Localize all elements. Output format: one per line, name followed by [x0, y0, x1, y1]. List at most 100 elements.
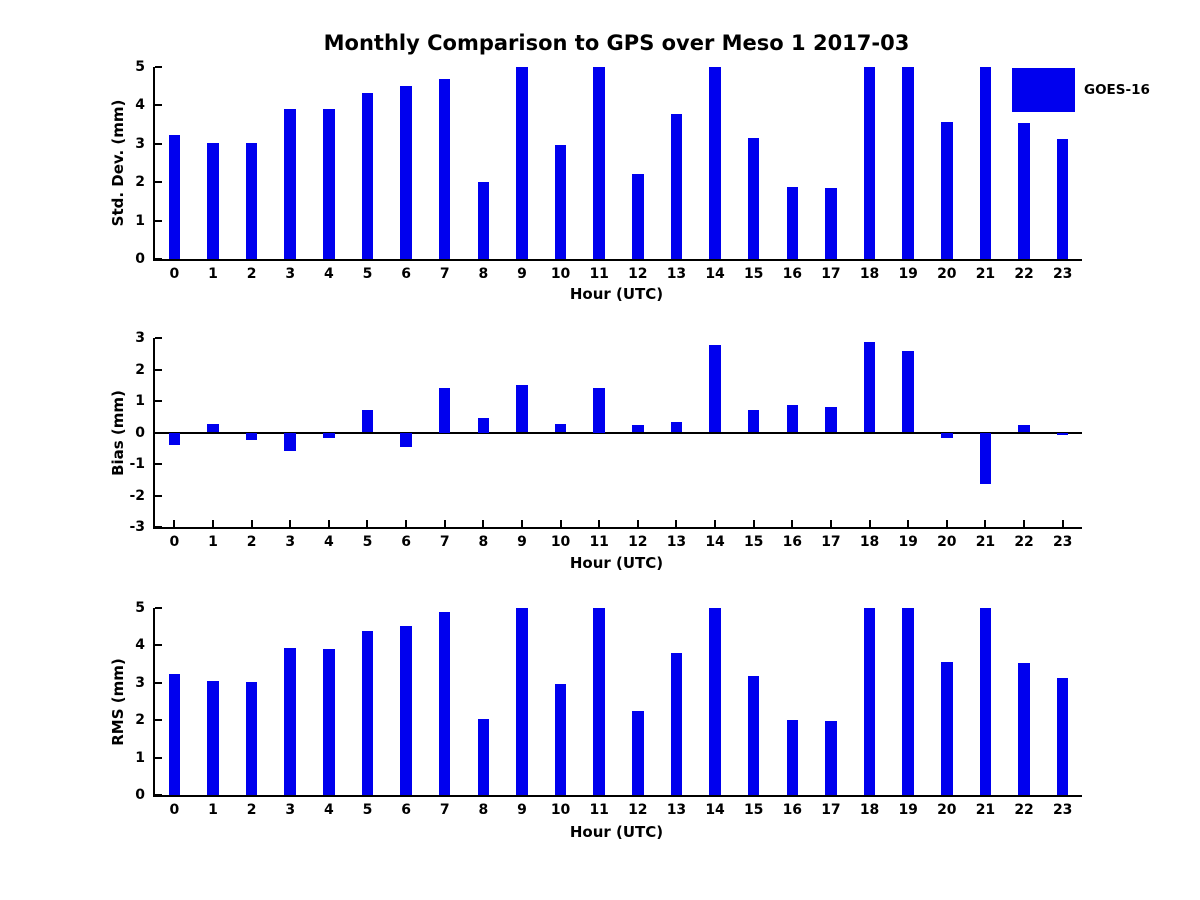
x-tick-mark [559, 520, 562, 527]
std-dev-bar-hour-10 [554, 145, 567, 259]
x-tick-label: 5 [362, 266, 373, 282]
y-tick-mark [155, 181, 162, 184]
x-tick-label: 18 [859, 266, 880, 282]
x-tick-label: 2 [246, 266, 257, 282]
rms-bar-hour-10 [554, 684, 567, 795]
rms-bar-hour-17 [825, 720, 837, 795]
y-axis-label-std-dev: Std. Dev. (mm) [109, 99, 127, 227]
std-dev-bar-hour-20 [941, 121, 953, 259]
x-tick-label: 14 [705, 802, 725, 818]
x-axis-label-std-dev: Hour (UTC) [569, 285, 664, 303]
y-tick-mark [155, 142, 162, 145]
bias-bar-hour-14 [709, 344, 721, 433]
bias-bar-hour-2 [245, 432, 258, 441]
x-tick-label: 10 [550, 534, 571, 550]
rms-bar-hour-12 [632, 711, 644, 795]
y-tick-mark [155, 219, 162, 222]
std-dev-bar-hour-8 [477, 182, 490, 259]
x-tick-label: 20 [937, 802, 957, 818]
plot-area-std-dev: 0 1 2 3 4 5 0 1 2 3 4 5 6 7 8 9 10 11 12 13 14 15 16 17 18 19 20 21… [135, 59, 1082, 282]
y-tick-mark [155, 494, 162, 497]
y-tick-mark [155, 644, 162, 647]
x-tick-label: 7 [439, 802, 450, 818]
x-tick-label: 14 [705, 534, 725, 550]
x-tick-mark [520, 520, 523, 527]
x-tick-label: 0 [169, 266, 180, 282]
y-tick-label: 0 [135, 424, 145, 441]
bias-bar-hour-17 [825, 407, 837, 433]
x-tick-label: 14 [705, 266, 725, 282]
y-tick-label: 1 [135, 393, 145, 409]
std-dev-bar-hour-0 [168, 135, 181, 259]
std-dev-bar-hour-11 [593, 67, 605, 259]
x-tick-label: 15 [743, 802, 764, 818]
x-tick-label: 3 [285, 266, 296, 282]
bias-bar-hour-20 [941, 432, 953, 439]
rms-bar-hour-21 [979, 608, 992, 795]
y-tick-mark [155, 681, 162, 684]
x-tick-label: 23 [1052, 266, 1073, 282]
bias-bar-hour-22 [1018, 424, 1030, 433]
x-tick-label: 21 [975, 266, 996, 282]
bias-bar-hour-8 [477, 418, 490, 433]
rms-bar-hour-0 [168, 674, 181, 795]
rms-bar-hour-7 [438, 611, 451, 795]
std-dev-bar-hour-23 [1056, 138, 1069, 259]
x-tick-label: 10 [550, 802, 571, 818]
x-tick-label: 3 [285, 802, 296, 818]
y-tick-label: 5 [135, 600, 145, 616]
x-tick-label: 12 [628, 534, 648, 550]
y-tick-mark [155, 526, 162, 528]
x-tick-mark [868, 520, 871, 527]
rms-bar-hour-2 [245, 682, 258, 795]
x-tick-label: 1 [208, 802, 218, 818]
x-tick-label: 20 [937, 534, 957, 550]
std-dev-bar-hour-3 [284, 109, 296, 259]
x-tick-label: 15 [743, 534, 764, 550]
rms-bar-hour-6 [400, 626, 412, 795]
x-tick-label: 19 [898, 266, 918, 282]
x-tick-label: 16 [782, 534, 803, 550]
x-tick-label: 22 [1014, 802, 1034, 818]
rms-bar-hour-16 [786, 719, 799, 795]
y-tick-mark [155, 104, 162, 107]
x-tick-label: 1 [208, 534, 218, 550]
std-dev-bar-hour-22 [1018, 123, 1030, 259]
y-tick-mark [155, 607, 162, 609]
x-tick-label: 6 [401, 802, 411, 818]
x-tick-label: 17 [821, 534, 841, 550]
rms-bar-hour-13 [670, 652, 683, 795]
std-dev-bar-hour-15 [747, 138, 760, 259]
y-tick-label: 3 [135, 330, 145, 346]
x-tick-mark [289, 520, 292, 527]
zero-axis-line [155, 431, 1082, 434]
y-tick-label: 3 [135, 674, 145, 691]
x-tick-mark [405, 520, 408, 527]
rms-bar-hour-19 [902, 608, 914, 795]
x-tick-label: 18 [859, 534, 880, 550]
y-tick-mark [155, 66, 162, 68]
x-tick-label: 8 [478, 802, 489, 818]
x-tick-mark [636, 520, 639, 527]
bias-bar-hour-1 [207, 423, 219, 433]
x-tick-label: 17 [821, 802, 841, 818]
y-tick-mark [155, 400, 162, 402]
x-tick-mark [907, 520, 910, 527]
std-dev-bar-hour-1 [207, 142, 219, 259]
bias-bar-hour-9 [516, 384, 528, 433]
x-tick-label: 23 [1052, 802, 1073, 818]
plot-area-bias: -3 -2 -1 0 1 2 3 0 1 2 3 4 5 6 7 8 9 10 11 12 13 14 15 16 17 18 19… [129, 330, 1082, 550]
x-tick-label: 3 [285, 534, 296, 550]
std-dev-bar-hour-9 [516, 67, 528, 259]
x-tick-label: 16 [782, 802, 803, 818]
y-tick-label: 1 [135, 749, 145, 766]
bias-bar-hour-5 [361, 409, 374, 433]
x-tick-label: 9 [517, 534, 527, 550]
x-tick-label: 20 [937, 266, 957, 282]
x-tick-label: 11 [589, 802, 609, 818]
x-tick-label: 13 [666, 802, 687, 818]
x-tick-mark [984, 520, 987, 527]
std-dev-bar-hour-2 [245, 142, 258, 259]
std-dev-bar-hour-6 [400, 86, 412, 259]
x-tick-mark [443, 520, 446, 527]
